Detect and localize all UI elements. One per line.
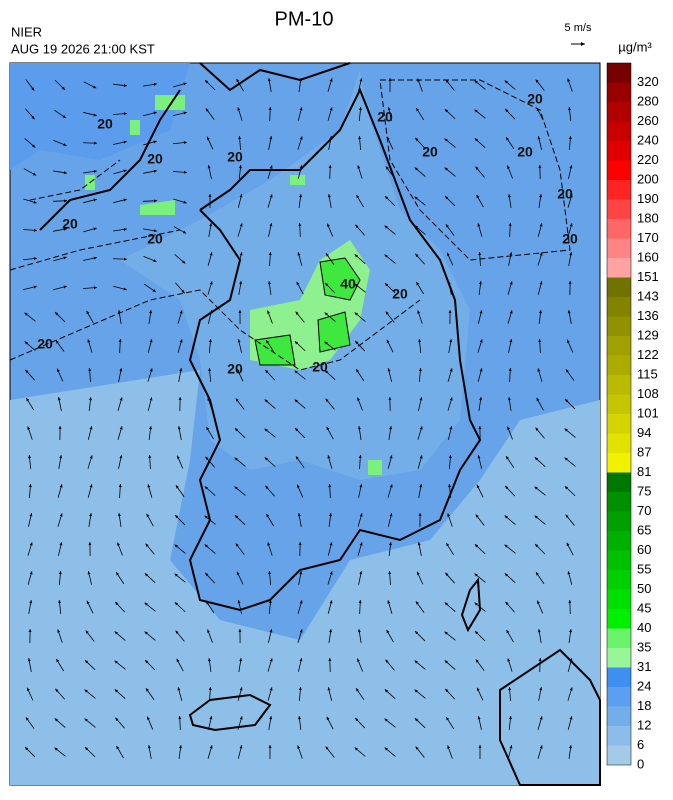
wind-scale-label: 5 m/s (565, 22, 592, 34)
colorbar-label: 45 (637, 600, 651, 615)
colorbar-segment (607, 122, 631, 142)
colorbar-segment (607, 629, 631, 649)
colorbar-label: 60 (637, 542, 651, 557)
colorbar-segment (607, 297, 631, 317)
colorbar-label: 35 (637, 639, 651, 654)
contour-label: 20 (227, 361, 243, 377)
colorbar-segment (607, 258, 631, 278)
colorbar-segment (607, 492, 631, 512)
colorbar-label: 122 (637, 347, 659, 362)
colorbar-label: 70 (637, 503, 651, 518)
colorbar-segment (607, 531, 631, 551)
colorbar-segment (607, 590, 631, 610)
colorbar-label: 190 (637, 191, 659, 206)
wind-scale-arrowhead (581, 42, 585, 46)
datetime: AUG 19 2026 21:00 KST (11, 41, 155, 56)
colorbar-label: 280 (637, 93, 659, 108)
map (10, 63, 600, 785)
contour-label: 20 (37, 336, 53, 352)
colorbar-segment (607, 83, 631, 103)
contour-label: 20 (562, 231, 578, 247)
colorbar-segment (607, 200, 631, 220)
colorbar-label: 129 (637, 327, 659, 342)
colorbar-segment (607, 687, 631, 707)
contour-label: 20 (97, 116, 113, 132)
colorbar-label: 18 (637, 698, 651, 713)
colorbar-segment (607, 453, 631, 473)
colorbar-segment (607, 356, 631, 376)
colorbar-label: 220 (637, 152, 659, 167)
contour-label: 20 (147, 151, 163, 167)
colorbar-label: 260 (637, 113, 659, 128)
colorbar-label: 31 (637, 659, 651, 674)
colorbar-segment (607, 317, 631, 337)
colorbar-label: 180 (637, 210, 659, 225)
colorbar-segment (607, 102, 631, 122)
colorbar-label: 65 (637, 522, 651, 537)
contour-label: 20 (517, 144, 533, 160)
colorbar-segment (607, 726, 631, 746)
colorbar-label: 136 (637, 308, 659, 323)
colorbar-segment (607, 180, 631, 200)
colorbar-segment (607, 434, 631, 454)
agency: NIER (11, 24, 42, 39)
contour-label: 20 (377, 109, 393, 125)
colorbar-label: 170 (637, 230, 659, 245)
colorbar-label: 12 (637, 717, 651, 732)
colorbar-label: 160 (637, 249, 659, 264)
colorbar-segment (607, 161, 631, 181)
colorbar-segment (607, 63, 631, 83)
colorbar-segment (607, 551, 631, 571)
colorbar-label: 94 (637, 425, 651, 440)
title: PM-10 (275, 8, 334, 30)
colorbar-label: 240 (637, 132, 659, 147)
colorbar-label: 55 (637, 561, 651, 576)
contour-label: 20 (392, 286, 408, 302)
colorbar-label: 81 (637, 464, 651, 479)
colorbar-segment (607, 473, 631, 493)
colorbar-label: 143 (637, 288, 659, 303)
colorbar-segment (607, 648, 631, 668)
colorbar-label: 115 (637, 366, 658, 381)
colorbar-label: 50 (637, 581, 651, 596)
colorbar-label: 320 (637, 74, 659, 89)
colorbar-segment (607, 609, 631, 629)
colorbar-segment (607, 219, 631, 239)
colorbar-label: 200 (637, 171, 659, 186)
colorbar-label: 40 (637, 620, 651, 635)
colorbar-label: 108 (637, 386, 659, 401)
colorbar-segment (607, 668, 631, 688)
contour-label: 20 (422, 144, 438, 160)
contour-label: 20 (312, 359, 328, 375)
colorbar-label: 101 (637, 405, 659, 420)
unit-label: µg/m³ (618, 39, 652, 54)
contour-label: 20 (147, 231, 163, 247)
contour-label: 20 (557, 186, 573, 202)
colorbar-label: 151 (637, 269, 659, 284)
colorbar-segment (607, 414, 631, 434)
colorbar-segment (607, 141, 631, 161)
contour-label: 20 (62, 216, 78, 232)
colorbar-label: 0 (637, 756, 644, 771)
colorbar-segment (607, 746, 631, 766)
colorbar-segment (607, 570, 631, 590)
colorbar-segment (607, 278, 631, 298)
colorbar-segment (607, 707, 631, 727)
contour-label: 40 (340, 276, 356, 292)
colorbar-label: 6 (637, 737, 644, 752)
colorbar-segment (607, 395, 631, 415)
colorbar-segment (607, 239, 631, 259)
colorbar-label: 75 (637, 483, 651, 498)
colorbar-segment (607, 375, 631, 395)
colorbar-segment (607, 336, 631, 356)
contour-label: 20 (527, 91, 543, 107)
colorbar-segment (607, 512, 631, 532)
colorbar-label: 24 (637, 678, 651, 693)
colorbar-label: 87 (637, 444, 651, 459)
contour-label: 20 (227, 149, 243, 165)
